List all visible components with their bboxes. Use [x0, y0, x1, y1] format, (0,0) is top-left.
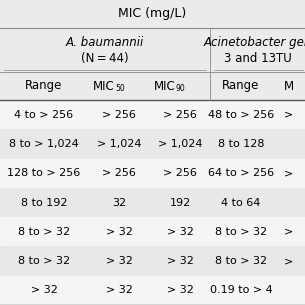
Text: > 32: > 32: [106, 227, 132, 237]
Text: MIC: MIC: [154, 80, 176, 92]
Text: 32: 32: [112, 198, 126, 207]
Text: 4 to 64: 4 to 64: [221, 198, 261, 207]
Text: MIC (mg/L): MIC (mg/L): [118, 8, 187, 20]
Text: 128 to > 256: 128 to > 256: [7, 168, 81, 178]
Text: >: >: [284, 256, 293, 266]
Bar: [0, 28, 305, 72]
Text: 0.19 to > 4: 0.19 to > 4: [210, 285, 272, 295]
Text: 8 to > 32: 8 to > 32: [18, 256, 70, 266]
Text: 64 to > 256: 64 to > 256: [208, 168, 274, 178]
Bar: [0, 276, 305, 305]
Text: > 32: > 32: [167, 227, 193, 237]
Text: Acinetobacter gen: Acinetobacter gen: [203, 36, 305, 49]
Text: MIC: MIC: [93, 80, 115, 92]
Text: 8 to > 1,024: 8 to > 1,024: [9, 139, 79, 149]
Text: > 256: > 256: [102, 168, 136, 178]
Text: > 256: > 256: [102, 109, 136, 120]
Bar: [0, 246, 305, 276]
Text: > 1,024: > 1,024: [158, 139, 202, 149]
Bar: [0, 100, 305, 129]
Bar: [0, 188, 305, 217]
Text: 8 to 128: 8 to 128: [218, 139, 264, 149]
Text: > 256: > 256: [163, 168, 197, 178]
Text: > 32: > 32: [167, 256, 193, 266]
Bar: [0, 159, 305, 188]
Text: (N = 44): (N = 44): [81, 52, 129, 65]
Text: Range: Range: [25, 80, 63, 92]
Text: 50: 50: [115, 84, 125, 93]
Bar: [0, 217, 305, 246]
Text: 48 to > 256: 48 to > 256: [208, 109, 274, 120]
Text: A. baumannii: A. baumannii: [66, 36, 144, 49]
Text: 8 to > 32: 8 to > 32: [215, 227, 267, 237]
Text: 4 to > 256: 4 to > 256: [14, 109, 74, 120]
Text: >: >: [284, 168, 293, 178]
Text: > 1,024: > 1,024: [97, 139, 141, 149]
Text: 90: 90: [176, 84, 186, 93]
Bar: [0, 72, 305, 100]
Bar: [0, 129, 305, 159]
Text: 8 to > 32: 8 to > 32: [18, 227, 70, 237]
Text: > 32: > 32: [106, 256, 132, 266]
Text: 3 and 13TU: 3 and 13TU: [224, 52, 291, 65]
Text: > 256: > 256: [163, 109, 197, 120]
Text: > 32: > 32: [30, 285, 57, 295]
Text: 192: 192: [169, 198, 191, 207]
Text: 8 to 192: 8 to 192: [21, 198, 67, 207]
Text: > 32: > 32: [106, 285, 132, 295]
Text: 8 to > 32: 8 to > 32: [215, 256, 267, 266]
Text: >: >: [284, 227, 293, 237]
Bar: [0, 0, 305, 28]
Text: M: M: [283, 80, 293, 92]
Text: >: >: [284, 109, 293, 120]
Text: Range: Range: [222, 80, 260, 92]
Text: > 32: > 32: [167, 285, 193, 295]
